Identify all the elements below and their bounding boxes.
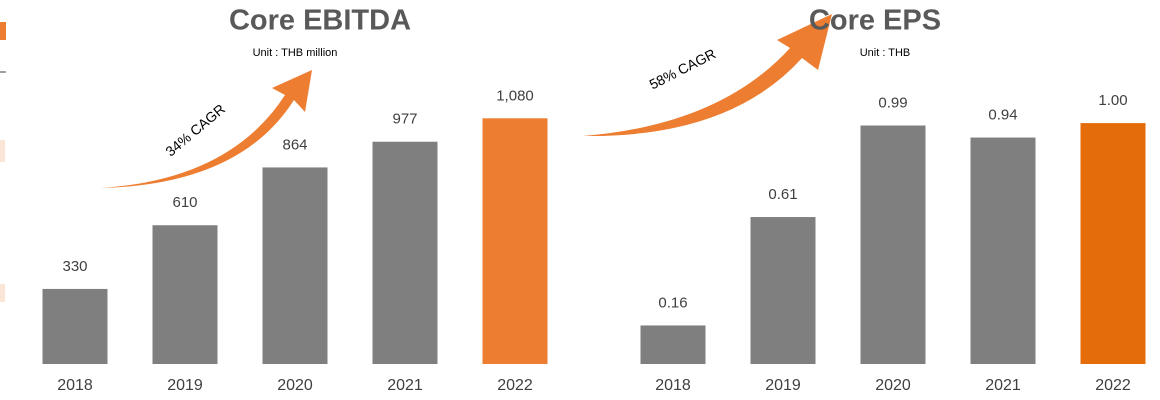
edge-mark: [0, 140, 5, 162]
chart-title: Core EPS: [809, 5, 941, 37]
x-tick-label: 2018: [655, 377, 691, 394]
bar: [750, 217, 816, 364]
bar: [640, 325, 706, 364]
bar: [152, 225, 218, 364]
data-label: 1.00: [1098, 92, 1127, 109]
annotation: 58% CAGR: [647, 45, 719, 92]
x-tick-label: 2021: [985, 377, 1021, 394]
x-tick-label: 2022: [1095, 377, 1131, 394]
data-label: 864: [282, 136, 307, 153]
chart-subtitle: Unit : THB: [860, 47, 911, 59]
x-tick-label: 2018: [57, 377, 93, 394]
annotation: 34% CAGR: [162, 101, 228, 160]
data-label: 0.16: [658, 294, 687, 311]
x-tick-label: 2019: [765, 377, 801, 394]
x-tick-label: 2021: [387, 377, 423, 394]
x-tick-label: 2020: [277, 377, 313, 394]
chart-title: Core EBITDA: [229, 5, 411, 37]
data-label: 977: [392, 111, 417, 128]
bar: [262, 167, 328, 364]
data-label: 1,080: [496, 87, 534, 104]
bar: [42, 288, 108, 364]
bar: [970, 137, 1036, 364]
bar: [482, 118, 548, 364]
edge-mark: [0, 22, 6, 40]
x-tick-label: 2019: [167, 377, 203, 394]
bar: [860, 125, 926, 364]
data-label: 0.61: [768, 186, 797, 203]
bar: [372, 141, 438, 364]
cagr-arrow: [583, 14, 832, 137]
x-tick-label: 2022: [497, 377, 533, 394]
bar: [1080, 123, 1146, 364]
chart-subtitle: Unit : THB million: [253, 47, 338, 59]
cagr-arrow: [100, 70, 312, 188]
data-label: 0.94: [988, 107, 1017, 124]
x-tick-label: 2020: [875, 377, 911, 394]
data-label: 610: [172, 194, 197, 211]
data-label: 330: [62, 258, 87, 275]
edge-mark: [0, 284, 5, 302]
data-label: 0.99: [878, 94, 907, 111]
